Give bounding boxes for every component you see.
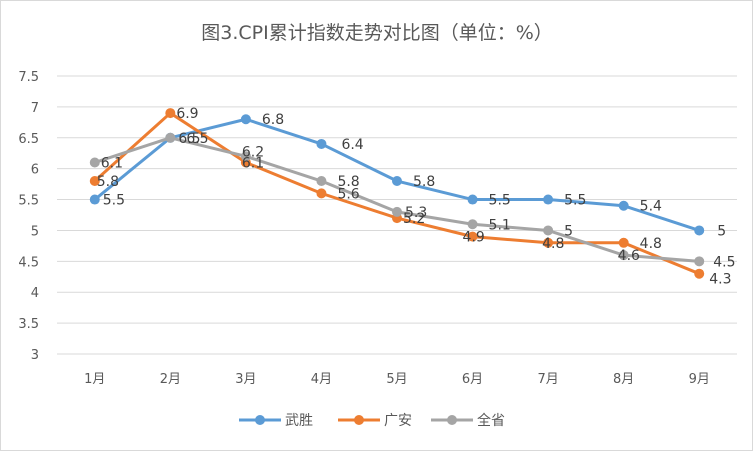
data-label: 4.8: [640, 236, 662, 252]
data-point: [165, 132, 176, 143]
data-point: [240, 151, 251, 162]
series-layer: [89, 108, 705, 279]
data-label: 5.5: [564, 193, 586, 209]
y-tick-label: 3.5: [18, 317, 39, 332]
x-tick-label: 9月: [689, 372, 710, 387]
x-tick-label: 4月: [311, 372, 332, 387]
y-axis: 3 3.5 4 4.5 5 5.5 6 6.5 7 7.5: [18, 70, 39, 363]
data-labels: 5.5 6.5 6.8 6.4 5.8 5.5 5.5 5.4 5 5.8 6.9 6.1 5.6 5.2…: [97, 106, 736, 288]
data-label: 6.5: [178, 131, 200, 147]
legend-label: 全省: [477, 412, 505, 429]
legend-item[interactable]: 全省: [431, 412, 505, 429]
x-tick-label: 7月: [537, 372, 558, 387]
legend-marker: [447, 415, 457, 425]
data-point: [543, 225, 554, 236]
data-point: [618, 237, 629, 248]
data-label: 6.1: [101, 155, 123, 171]
data-label: 4.8: [542, 236, 564, 252]
data-label: 5.8: [97, 174, 119, 190]
data-point: [543, 237, 554, 248]
data-label: 5.5: [103, 193, 125, 209]
y-tick-label: 4: [31, 286, 39, 301]
legend-label: 广安: [384, 413, 412, 429]
legend-marker: [354, 415, 364, 425]
y-tick-label: 6.5: [18, 132, 39, 147]
series-3: [89, 132, 705, 267]
y-tick-label: 4.5: [18, 255, 39, 270]
data-label: 5: [717, 223, 726, 239]
data-point: [467, 231, 478, 242]
data-label: 5.3: [405, 205, 427, 221]
data-label: 6.1: [242, 155, 264, 171]
data-point: [392, 176, 402, 187]
y-tick-label: 7: [31, 101, 39, 116]
x-tick-label: 2月: [160, 372, 181, 387]
data-point: [392, 206, 402, 217]
data-label: 5.5: [489, 193, 511, 209]
data-point: [316, 188, 327, 199]
legend-label: 武胜: [285, 413, 313, 429]
data-point: [316, 138, 327, 149]
data-point: [316, 176, 327, 187]
y-tick-label: 5: [31, 224, 39, 239]
x-tick-label: 1月: [84, 372, 105, 387]
data-point: [618, 250, 629, 261]
data-label: 4.3: [709, 272, 731, 288]
data-label: 4.6: [618, 248, 640, 264]
data-label: 6.9: [176, 106, 198, 122]
legend-marker: [255, 415, 265, 425]
data-point: [89, 176, 100, 187]
data-point: [694, 268, 705, 279]
data-point: [89, 194, 100, 205]
x-tick-label: 8月: [613, 372, 634, 387]
data-label: 5.2: [403, 211, 425, 227]
data-point: [467, 194, 478, 205]
data-label: 5.4: [640, 199, 662, 215]
data-point: [89, 157, 100, 168]
data-label: 4.9: [463, 230, 485, 246]
data-label: 5.1: [489, 217, 511, 233]
data-label: 5.6: [337, 186, 359, 202]
data-label: 4.5: [713, 254, 735, 270]
x-tick-label: 3月: [235, 372, 256, 387]
data-point: [618, 200, 629, 211]
data-point: [543, 194, 554, 205]
data-point: [165, 108, 176, 119]
data-point: [240, 114, 251, 125]
series-2: [89, 108, 705, 279]
x-tick-label: 6月: [462, 372, 483, 387]
data-label: 5.8: [413, 174, 435, 190]
gridlines: [57, 75, 737, 355]
y-tick-label: 7.5: [18, 70, 39, 85]
y-tick-label: 5.5: [18, 194, 39, 209]
data-point: [467, 219, 478, 230]
legend[interactable]: 武胜 广安 全省: [239, 412, 505, 429]
data-label: 6.4: [341, 137, 363, 153]
legend-item[interactable]: 广安: [338, 413, 412, 429]
data-label: 6.5: [186, 131, 208, 147]
chart-title: 图3.CPI累计指数走势对比图（单位：%）: [201, 22, 553, 44]
data-point: [694, 225, 705, 236]
data-point: [694, 256, 705, 267]
legend-item[interactable]: 武胜: [239, 413, 313, 429]
x-tick-label: 5月: [386, 372, 407, 387]
y-tick-label: 3: [31, 348, 39, 363]
data-label: 6.8: [262, 112, 284, 128]
data-label: 5.8: [337, 174, 359, 190]
y-tick-label: 6: [31, 163, 39, 178]
x-axis: 1月 2月 3月 4月 5月 6月 7月 8月 9月: [84, 372, 710, 387]
data-label: 5: [564, 223, 573, 239]
data-label: 6.2: [242, 144, 264, 160]
